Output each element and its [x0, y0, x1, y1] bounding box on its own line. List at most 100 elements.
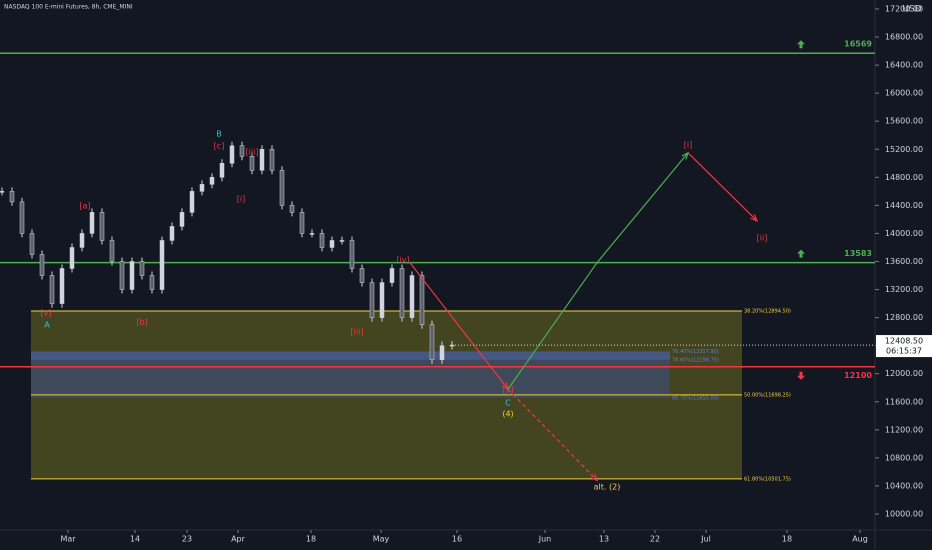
level-label: 12100: [844, 371, 872, 380]
candle: [119, 261, 125, 290]
candle: [139, 261, 145, 276]
wave-label: [v]: [503, 385, 514, 394]
y-tick-label: 10000.00: [885, 510, 923, 519]
y-tick-label: 13600.00: [885, 257, 923, 266]
x-tick-label: 23: [182, 535, 192, 544]
candle: [59, 268, 65, 304]
last-price-label: 12408.50: [885, 337, 923, 346]
x-tick-label: 16: [452, 535, 462, 544]
candle: [199, 184, 205, 192]
candle: [229, 145, 235, 164]
candle: [29, 233, 35, 255]
candle: [289, 205, 295, 213]
y-tick-label: 10800.00: [885, 453, 923, 462]
level-arrow: [797, 40, 805, 49]
y-tick-label: 11600.00: [885, 397, 923, 406]
y-tick-label: 11200.00: [885, 425, 923, 434]
y-tick-label: 17200.00: [885, 4, 923, 13]
candle: [99, 212, 105, 241]
y-axis-label: USD: [902, 5, 921, 15]
candle: [209, 177, 215, 185]
level-label: 13583: [844, 249, 872, 258]
wave-label: [iii]: [351, 327, 364, 336]
y-tick-label: 16000.00: [885, 89, 923, 98]
fib-label: 78.60%(12198.75): [672, 357, 719, 363]
candle: [309, 233, 315, 235]
fib-label: 50.00%(11698.25): [744, 392, 791, 398]
candle: [349, 240, 355, 269]
candle: [409, 275, 415, 318]
projection: [507, 152, 689, 390]
fib-label: 61.80%(10501.75): [744, 476, 791, 482]
projection-arrowhead: [590, 473, 599, 482]
candle: [9, 191, 15, 203]
fib-label: 88.70%(11655.00): [672, 395, 719, 401]
candle: [69, 247, 75, 269]
wave-label: C: [505, 398, 511, 407]
candle: [399, 268, 405, 318]
candle: [149, 275, 155, 290]
y-tick-label: 15600.00: [885, 117, 923, 126]
x-tick-label: Jul: [700, 535, 711, 544]
wave-label: [b]: [136, 317, 147, 326]
y-tick-label: 16400.00: [885, 61, 923, 70]
candle: [39, 254, 45, 276]
last-price-box: [876, 335, 932, 358]
y-tick-label: 12000.00: [885, 369, 923, 378]
wave-label: [i]: [237, 194, 245, 203]
wave-label: B: [216, 129, 222, 138]
candle: [359, 268, 365, 283]
x-tick-label: 13: [599, 535, 609, 544]
candle: [249, 156, 255, 171]
x-tick-label: 18: [306, 535, 316, 544]
candle: [109, 240, 115, 262]
level-label: 16569: [844, 40, 872, 49]
candle: [389, 268, 395, 283]
candle: [429, 324, 435, 360]
y-tick-label: 14800.00: [885, 173, 923, 182]
y-tick-label: 12800.00: [885, 313, 923, 322]
wave-label: [i]: [684, 140, 692, 149]
wave-label: [c]: [214, 141, 225, 150]
candle: [89, 212, 95, 234]
y-tick-label: 13200.00: [885, 285, 923, 294]
x-tick-label: 18: [782, 535, 792, 544]
candle: [269, 149, 275, 171]
candle: [279, 170, 285, 206]
candle: [419, 275, 425, 325]
wave-label: A: [44, 320, 50, 329]
candle: [369, 282, 375, 318]
fib-label: 76.40%(12317.90): [672, 349, 719, 355]
wave-label: [a]: [79, 202, 90, 211]
candle: [239, 145, 245, 157]
projection: [409, 262, 509, 390]
candle: [339, 240, 345, 242]
y-tick-label: 14400.00: [885, 201, 923, 210]
candle: [19, 201, 25, 234]
y-tick-label: 14000.00: [885, 229, 923, 238]
level-arrow: [797, 249, 805, 258]
x-tick-label: May: [373, 535, 390, 544]
x-tick-label: 22: [650, 535, 660, 544]
fib-label: 38.20%(12894.50): [744, 308, 791, 314]
wave-label: (4): [502, 409, 513, 418]
candle: [189, 191, 195, 213]
projection: [507, 388, 598, 481]
candle: [439, 345, 445, 360]
wave-label: [v]: [41, 308, 52, 317]
chart-title: NASDAQ 100 E-mini Futures, 8h, CME_MINI: [4, 4, 133, 11]
y-tick-label: 16800.00: [885, 33, 923, 42]
projection: [687, 152, 758, 222]
candle: [0, 191, 5, 193]
x-tick-label: Mar: [60, 535, 76, 544]
y-tick-label: 15200.00: [885, 145, 923, 154]
wave-label: [iv]: [396, 256, 409, 265]
projection-arrowhead: [750, 214, 759, 222]
wave-label: [ii]: [757, 233, 768, 242]
candle: [379, 282, 385, 318]
candle: [129, 261, 135, 290]
x-tick-label: Aug: [852, 535, 868, 544]
level-arrow: [797, 371, 805, 380]
candle: [299, 212, 305, 234]
